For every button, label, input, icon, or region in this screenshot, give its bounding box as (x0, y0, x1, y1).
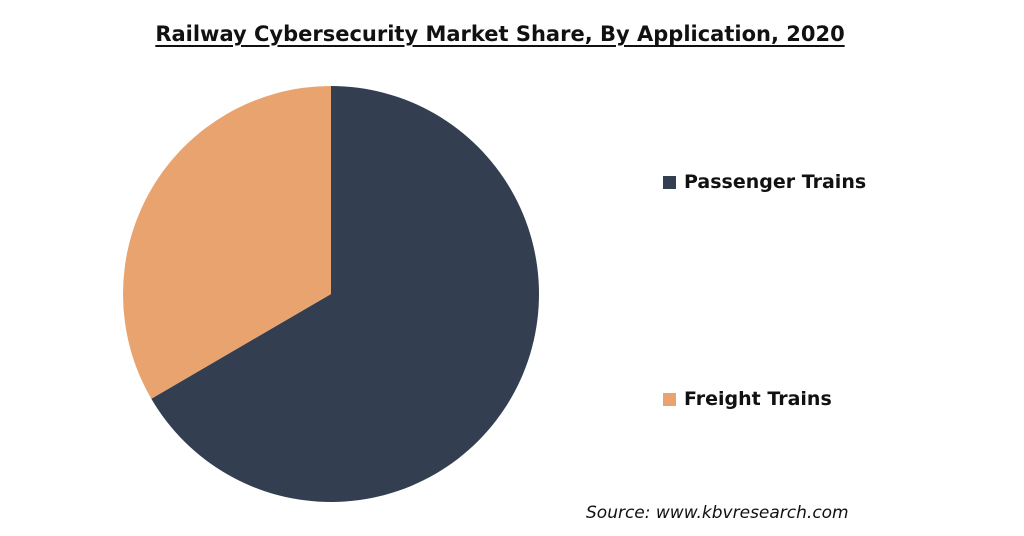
pie-slice-passenger-trains (151, 86, 539, 502)
pie-slice-freight-trains (122, 86, 331, 399)
legend-swatch-passenger-trains (663, 175, 676, 189)
source-note: Source: www.kbvresearch.com (586, 503, 849, 523)
chart-title: Railway Cybersecurity Market Share, By A… (155, 22, 845, 46)
legend-item-passenger-trains: Passenger Trains (663, 171, 866, 193)
legend-item-freight-trains: Freight Trains (663, 388, 832, 410)
legend-swatch-freight-trains (663, 392, 676, 406)
legend-label: Freight Trains (684, 388, 832, 410)
legend-label: Passenger Trains (684, 171, 867, 193)
